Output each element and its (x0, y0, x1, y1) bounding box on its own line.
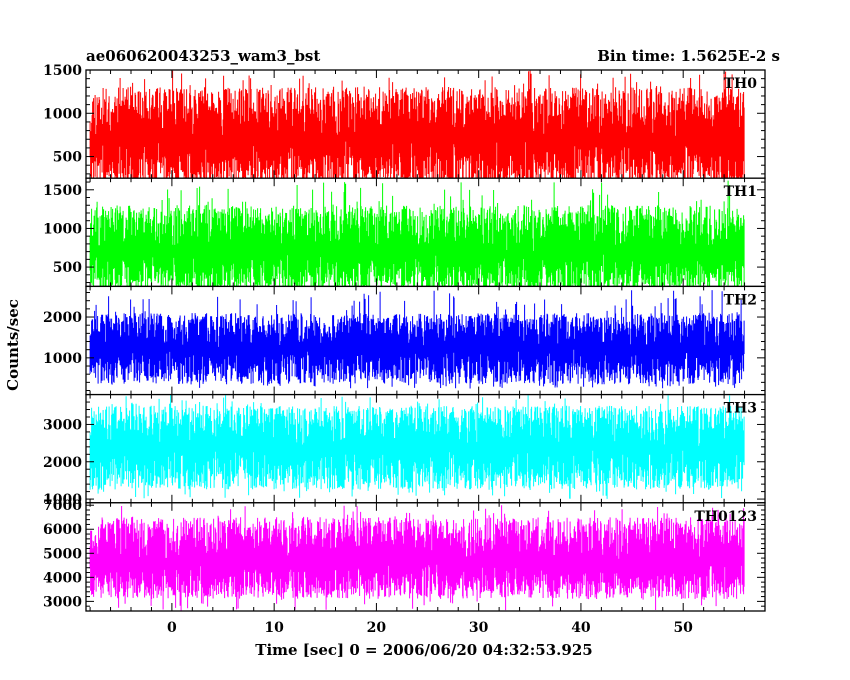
y-tick-label: 1000 (43, 351, 82, 367)
y-tick-label: 4000 (43, 570, 82, 586)
y-tick-label: 3000 (43, 417, 82, 433)
series-th1 (89, 180, 745, 287)
y-tick-label: 500 (53, 150, 82, 166)
series-th3 (89, 395, 745, 499)
y-tick-label: 2000 (43, 455, 82, 471)
y-tick-label: 1500 (43, 183, 82, 199)
panel-th2: 1000 2000 TH2 (43, 285, 766, 396)
x-axis-label: Time [sec] 0 = 2006/06/20 04:32:53.925 (255, 641, 592, 659)
panel-label: TH1 (724, 184, 757, 200)
y-tick-label: 2000 (43, 310, 82, 326)
panel-frame (85, 502, 766, 612)
panel-label: TH0123 (694, 509, 757, 525)
series-th0 (89, 70, 745, 179)
panel-th0123: 3000 4000 5000 6000 7000 TH0123 (43, 498, 766, 612)
chart-title-left: ae060620043253_wam3_bst (86, 47, 320, 65)
x-tick-label: 30 (469, 620, 489, 636)
panel-label: TH3 (724, 401, 757, 417)
panel-th3: 1000 2000 3000 TH3 (43, 393, 766, 508)
y-tick-label: 6000 (43, 522, 82, 538)
y-tick-label: 5000 (43, 546, 82, 562)
series-th0123 (89, 505, 745, 611)
y-tick-label: 7000 (43, 498, 82, 514)
panel-label: TH2 (724, 292, 757, 308)
y-tick-label: 500 (53, 260, 82, 276)
chart-title-right: Bin time: 1.5625E-2 s (597, 47, 780, 65)
y-tick-label: 1000 (43, 492, 82, 508)
x-tick-label: 0 (167, 620, 177, 636)
x-tick-label: 40 (571, 620, 591, 636)
y-tick-label: 3000 (43, 594, 82, 610)
x-tick-label: 50 (673, 620, 693, 636)
y-tick-label: 1000 (43, 221, 82, 237)
y-tick-label: 1500 (43, 63, 82, 79)
x-tick-label: 20 (367, 620, 387, 636)
panel-th0: 500 1000 1500 TH0 (43, 63, 766, 179)
panel-label: TH0 (724, 76, 758, 92)
x-tick-label: 10 (264, 620, 284, 636)
series-th2 (89, 290, 745, 389)
panel-th1: 500 1000 1500 TH1 (43, 177, 766, 288)
y-tick-label: 1000 (43, 106, 82, 122)
y-axis-label: Counts/sec (4, 299, 22, 391)
